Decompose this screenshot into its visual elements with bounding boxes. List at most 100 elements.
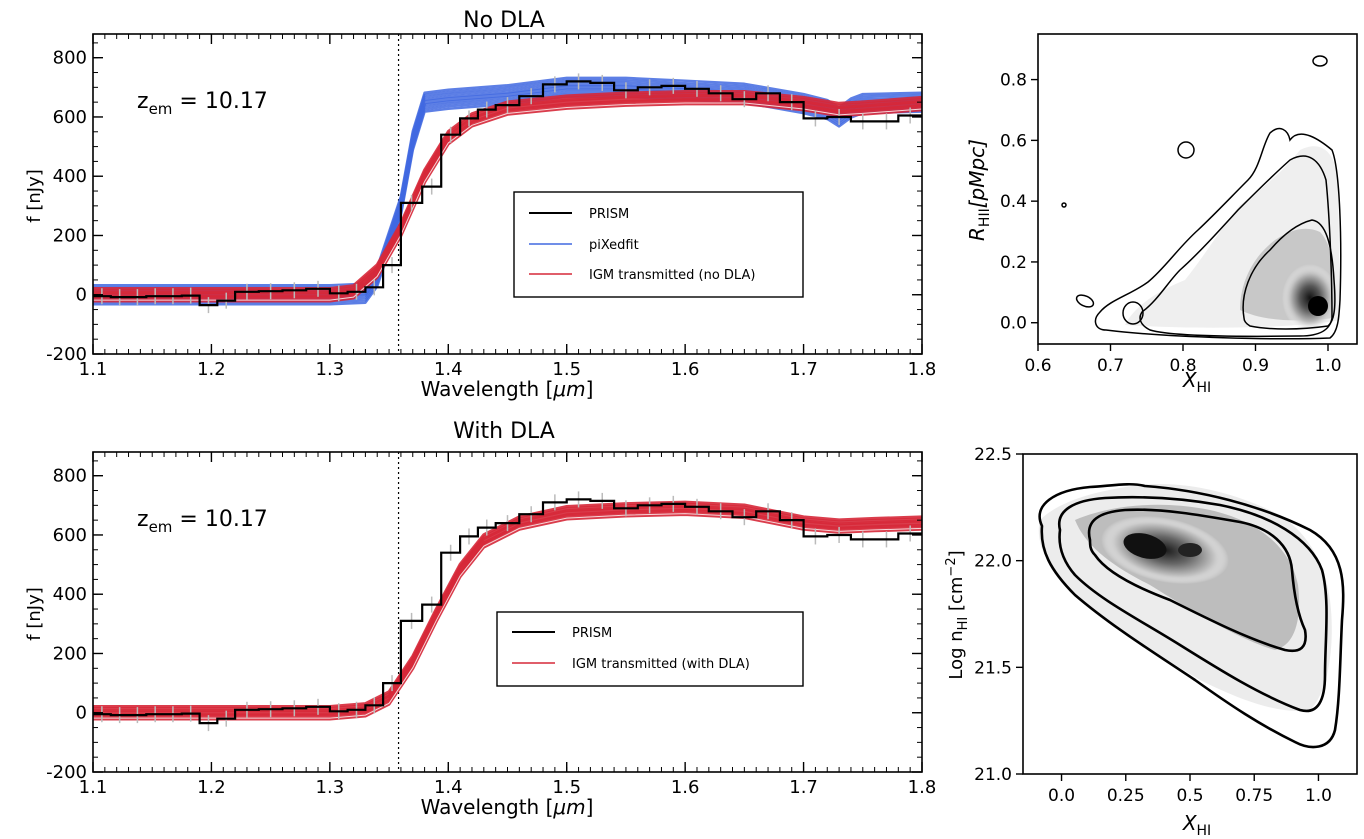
ticks: 0.6 0.7 0.8 0.9 1.0 0.0 0.2 0.4 0.6 0.8 bbox=[1000, 71, 1342, 376]
y-tick-label: 800 bbox=[53, 48, 87, 69]
x-tick-label: 0.7 bbox=[1097, 356, 1124, 376]
density-core bbox=[1123, 533, 1167, 559]
legend-label-prism: PRISM bbox=[572, 626, 612, 641]
contour-inner bbox=[1087, 508, 1307, 653]
x-tick-label: 1.8 bbox=[908, 777, 937, 798]
x-tick-label: 0.6 bbox=[1024, 356, 1051, 376]
x-tick-label: 0.8 bbox=[1169, 356, 1196, 376]
panel-no-dla: No DLA 1.1 1.2 1.3 1.4 1.5 1.6 1.7 1.8 -200 0 200 4… bbox=[24, 8, 936, 401]
y-tick-label: 200 bbox=[53, 643, 87, 664]
legend-label-prism: PRISM bbox=[589, 207, 629, 222]
legend-label-model: piXedfit bbox=[589, 238, 639, 253]
y-tick-label: 0 bbox=[76, 285, 87, 306]
y-tick-label: 200 bbox=[53, 225, 87, 246]
x-tick-label: 0.75 bbox=[1235, 786, 1273, 806]
ticks: 1.1 1.2 1.3 1.4 1.5 1.6 1.7 1.8 -200 0 200 400 600 80… bbox=[46, 452, 936, 798]
y-tick-label: 800 bbox=[53, 466, 87, 487]
x-axis-label: Wavelength [μm] bbox=[421, 377, 594, 401]
y-axis-label: RHII[pMpc] bbox=[965, 139, 993, 241]
x-tick-label: 1.4 bbox=[434, 777, 463, 798]
x-tick-label: 1.7 bbox=[789, 359, 818, 380]
y-tick-label: 600 bbox=[53, 107, 87, 128]
x-tick-label: 0.5 bbox=[1176, 786, 1203, 806]
density-core bbox=[1308, 296, 1328, 316]
y-tick-label: 0.2 bbox=[1000, 253, 1027, 273]
ticks: 0.0 0.25 0.5 0.75 1.0 21.0 21.5 22.0 22.5 bbox=[974, 445, 1332, 806]
y-tick-label: 22.5 bbox=[974, 445, 1012, 465]
contour-middle bbox=[1057, 495, 1328, 713]
axes-frame bbox=[1037, 33, 1358, 345]
density-map bbox=[1125, 146, 1340, 332]
y-tick-label: 22.0 bbox=[974, 552, 1012, 572]
contour-outer bbox=[1094, 127, 1342, 340]
contour-island-1 bbox=[1122, 301, 1144, 325]
y-axis-label: f [nJy] bbox=[24, 587, 45, 640]
y-tick-label: 400 bbox=[53, 584, 87, 605]
x-tick-label: 1.8 bbox=[908, 359, 937, 380]
x-tick-label: 1.7 bbox=[789, 777, 818, 798]
x-tick-label: 1.1 bbox=[79, 359, 108, 380]
panel-title: With DLA bbox=[453, 419, 555, 444]
x-tick-label: 0.9 bbox=[1242, 356, 1269, 376]
y-axis-label: Log nHI [cm−2] bbox=[944, 550, 971, 679]
y-tick-label: 21.5 bbox=[974, 658, 1012, 678]
y-tick-label: 0.8 bbox=[1000, 71, 1027, 91]
x-tick-label: 1.5 bbox=[552, 777, 581, 798]
y-tick-label: 400 bbox=[53, 166, 87, 187]
x-axis-label: Wavelength [μm] bbox=[421, 795, 594, 819]
x-tick-label: 0.0 bbox=[1048, 786, 1075, 806]
x-tick-label: 1.0 bbox=[1314, 356, 1341, 376]
x-tick-label: 1.2 bbox=[197, 359, 226, 380]
y-tick-label: -200 bbox=[46, 344, 87, 365]
contour-island-2 bbox=[1075, 294, 1095, 308]
x-tick-label: 0.25 bbox=[1107, 786, 1145, 806]
panel-rhii-xhi: 0.6 0.7 0.8 0.9 1.0 0.0 0.2 0.4 0.6 0.8 XHI RHII[… bbox=[965, 33, 1358, 396]
legend-label-igm: IGM transmitted (with DLA) bbox=[572, 657, 750, 672]
legend-label-igm: IGM transmitted (no DLA) bbox=[589, 268, 755, 283]
y-tick-label: 21.0 bbox=[974, 765, 1012, 785]
legend: PRISM IGM transmitted (with DLA) bbox=[496, 611, 804, 687]
x-tick-label: 1.2 bbox=[197, 777, 226, 798]
y-tick-label: 0.0 bbox=[1000, 314, 1027, 334]
x-axis-label: XHI bbox=[1182, 368, 1211, 396]
panel-with-dla: With DLA 1.1 1.2 1.3 1.4 1.5 1.6 1.7 1.8 -200 0 20… bbox=[24, 419, 936, 819]
contour-inner bbox=[1242, 219, 1336, 330]
x-tick-label: 1.0 bbox=[1305, 786, 1332, 806]
x-axis-label: XHI bbox=[1182, 811, 1211, 839]
panel-nhi-xhi: 0.0 0.25 0.5 0.75 1.0 21.0 21.5 22.0 22.5 XHI Lo… bbox=[944, 445, 1358, 839]
panel-title: No DLA bbox=[463, 8, 545, 33]
y-tick-label: 0.6 bbox=[1000, 131, 1027, 151]
y-axis-label: f [nJy] bbox=[24, 169, 45, 222]
contour-outer bbox=[1038, 482, 1345, 749]
plot-area bbox=[93, 34, 923, 354]
prism-spectrum bbox=[93, 80, 922, 307]
x-tick-label: 1.1 bbox=[79, 777, 108, 798]
y-tick-label: 0.4 bbox=[1000, 192, 1027, 212]
prism-spectrum bbox=[93, 498, 922, 725]
y-tick-label: -200 bbox=[46, 762, 87, 783]
contours bbox=[1061, 55, 1342, 340]
contour-island-4 bbox=[1312, 55, 1328, 67]
density-map bbox=[1038, 484, 1332, 711]
contour-island-5 bbox=[1061, 202, 1067, 208]
x-tick-label: 1.6 bbox=[671, 359, 700, 380]
x-tick-label: 1.3 bbox=[316, 359, 345, 380]
legend-box bbox=[496, 611, 804, 687]
redshift-annotation: zem = 10.17 bbox=[137, 507, 268, 536]
contour-island-3 bbox=[1177, 141, 1195, 159]
y-tick-label: 0 bbox=[76, 703, 87, 724]
y-tick-label: 600 bbox=[53, 525, 87, 546]
x-tick-label: 1.5 bbox=[552, 359, 581, 380]
plot-area bbox=[93, 452, 923, 772]
x-tick-label: 1.6 bbox=[671, 777, 700, 798]
ticks: 1.1 1.2 1.3 1.4 1.5 1.6 1.7 1.8 -200 0 200 400 600 80… bbox=[46, 34, 936, 380]
redshift-annotation: zem = 10.17 bbox=[137, 89, 268, 118]
density-core-secondary bbox=[1178, 543, 1202, 557]
x-tick-label: 1.3 bbox=[316, 777, 345, 798]
density-peak bbox=[1282, 264, 1338, 332]
contour-middle bbox=[1139, 155, 1333, 338]
contours bbox=[1038, 482, 1345, 749]
x-tick-label: 1.4 bbox=[434, 359, 463, 380]
legend: PRISM piXedfit IGM transmitted (no DLA) bbox=[513, 191, 804, 298]
